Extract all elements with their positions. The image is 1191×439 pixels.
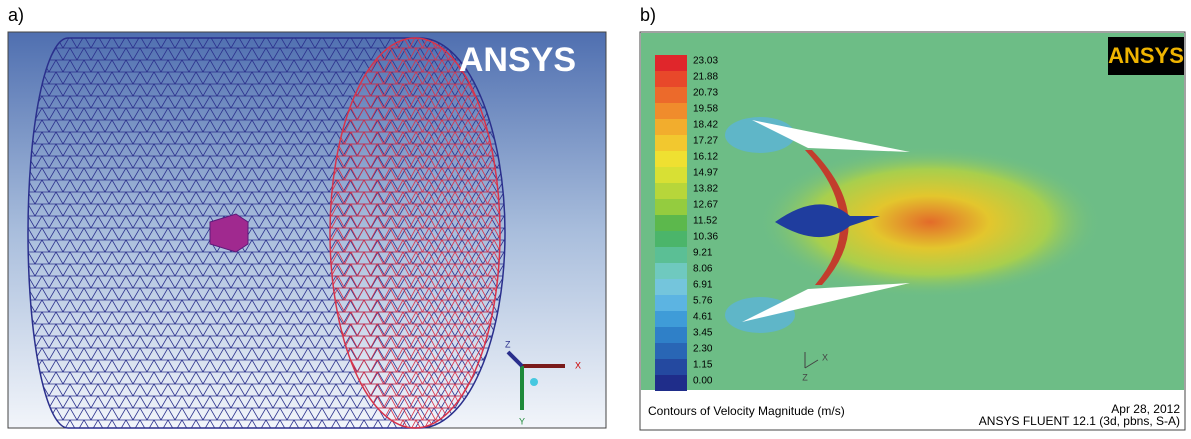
axis-label: Z (505, 339, 511, 349)
colorbar-swatch (655, 359, 687, 375)
colorbar-swatch (655, 279, 687, 295)
colorbar-swatch (655, 343, 687, 359)
colorbar-swatch (655, 55, 687, 71)
colorbar-swatch (655, 231, 687, 247)
colorbar-label: 13.82 (693, 184, 718, 195)
colorbar-swatch (655, 103, 687, 119)
colorbar-label: 9.21 (693, 248, 713, 259)
colorbar-label: 5.76 (693, 296, 713, 307)
colorbar-label: 2.30 (693, 344, 713, 355)
colorbar-swatch (655, 87, 687, 103)
colorbar-label: 14.97 (693, 168, 718, 179)
colorbar-swatch (655, 71, 687, 87)
colorbar-label: 12.67 (693, 200, 718, 211)
logo: ANSYS (459, 41, 576, 79)
colorbar-label: 6.91 (693, 280, 713, 291)
caption: Contours of Velocity Magnitude (m/s) (648, 404, 845, 418)
colorbar-swatch (655, 327, 687, 343)
colorbar-label: 1.15 (693, 360, 713, 371)
colorbar-label: 10.36 (693, 232, 718, 243)
colorbar-swatch (655, 119, 687, 135)
software: ANSYS FLUENT 12.1 (3d, pbns, S-A) (979, 414, 1180, 428)
colorbar-label: 16.12 (693, 152, 718, 163)
colorbar-swatch (655, 295, 687, 311)
logo: ANSYS (1108, 43, 1184, 68)
colorbar-label: 20.73 (693, 88, 718, 99)
figure: a) ANSYS X Y Z b) ANSYS 23.03 21.88 20.73 1… (0, 0, 1191, 434)
colorbar-swatch (655, 135, 687, 151)
colorbar-swatch (655, 375, 687, 391)
axis-label: X (822, 352, 828, 362)
axis-label: Z (802, 372, 808, 382)
colorbar-label: 18.42 (693, 120, 718, 131)
axis-label: X (575, 360, 581, 370)
colorbar-label: 19.58 (693, 104, 718, 115)
colorbar-swatch (655, 167, 687, 183)
colorbar-swatch (655, 263, 687, 279)
axis-label: Y (519, 416, 525, 426)
colorbar-swatch (655, 183, 687, 199)
colorbar-swatch (655, 199, 687, 215)
colorbar-label: 8.06 (693, 264, 713, 275)
colorbar-swatch (655, 215, 687, 231)
colorbar-label: 3.45 (693, 328, 713, 339)
colorbar-label: 0.00 (693, 376, 713, 387)
colorbar-label: 17.27 (693, 136, 718, 147)
colorbar-swatch (655, 311, 687, 327)
colorbar-label: 21.88 (693, 72, 718, 83)
panel-label: b) (640, 5, 656, 25)
colorbar-label: 4.61 (693, 312, 713, 323)
colorbar-swatch (655, 151, 687, 167)
outlet-mesh (330, 38, 500, 428)
panel-label: a) (8, 5, 24, 25)
colorbar-swatch (655, 247, 687, 263)
colorbar-label: 11.52 (693, 216, 718, 227)
colorbar-label: 23.03 (693, 56, 718, 67)
